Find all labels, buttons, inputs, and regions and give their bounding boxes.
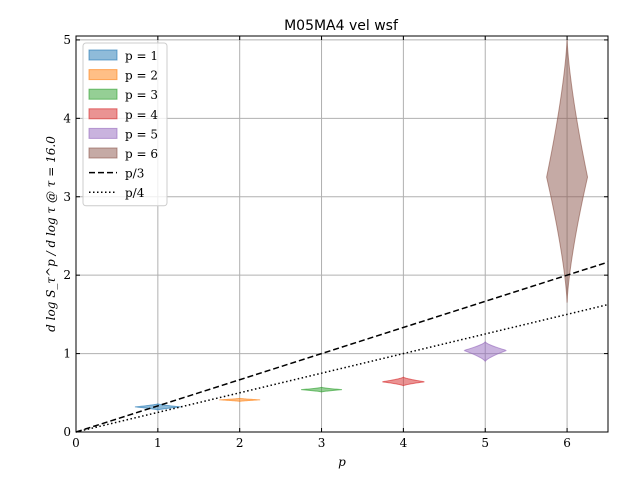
legend-swatch-p2 [88,69,118,81]
legend-label: p = 6 [125,147,158,161]
x-tick-label: 3 [318,436,326,450]
y-tick-label: 4 [63,111,71,125]
x-tick-label: 5 [481,436,489,450]
legend-label: p = 1 [125,49,158,63]
chart-title: M05MA4 vel wsf [284,18,399,34]
legend-swatch-p1 [88,49,118,61]
x-tick-label: 2 [236,436,244,450]
violin-p4 [382,376,425,387]
legend-label: p = 2 [125,69,158,83]
y-tick-label: 3 [63,190,71,204]
legend-frame [82,42,168,207]
y-tick-label: 1 [63,347,71,361]
ticks: 0 1 2 3 4 5 6 0 1 2 3 4 5 [63,33,608,450]
legend-swatch-p5 [88,127,118,139]
x-tick-label: 0 [72,436,80,450]
legend-label: p = 4 [125,108,158,122]
legend-swatch-p6 [88,147,118,159]
legend-swatch-p3 [88,88,118,100]
legend: p = 1 p = 2 p = 3 p = 4 p = 5 p = 6 p/3 p/4 [82,42,168,207]
legend-label: p/4 [125,186,145,200]
legend-swatch-p4 [88,108,118,120]
violin-p2 [219,397,261,402]
x-tick-label: 1 [154,436,162,450]
plot-frame [75,35,609,433]
x-axis-label: p [338,455,346,469]
legend-label: p = 3 [125,88,158,102]
x-tick-label: 6 [563,436,571,450]
violin-p5 [463,341,507,363]
legend-label: p/3 [125,167,144,181]
x-tick-label: 4 [400,436,408,450]
y-tick-label: 5 [63,33,71,47]
y-tick-label: 0 [63,425,71,439]
y-axis-label: d log S_τ^p / d log τ @ τ = 16.0 [44,136,58,332]
reference-line-dotted [75,303,609,433]
violins [134,38,589,411]
legend-label: p = 5 [125,127,158,141]
violin-p3 [301,386,343,393]
y-tick-label: 2 [63,268,71,282]
reference-line-dashed [75,261,609,433]
violin-p6 [546,38,589,303]
reference-lines [75,261,609,433]
violin-p1 [134,403,181,411]
